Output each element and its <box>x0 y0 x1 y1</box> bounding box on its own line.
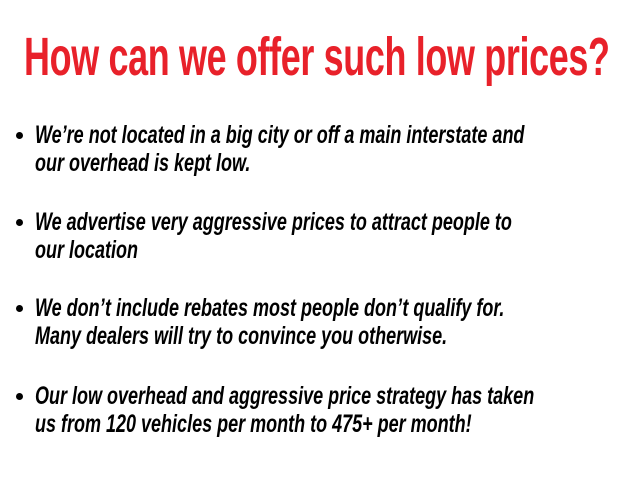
bullet-line: We don’t include rebates most people don… <box>35 294 505 322</box>
bullet-line: our location <box>35 236 139 264</box>
bullet-icon <box>16 305 23 312</box>
bullet-icon <box>16 219 23 226</box>
bullet-line: us from 120 vehicles per month to 475+ p… <box>35 410 472 438</box>
bullet-line: Our low overhead and aggressive price st… <box>35 382 535 410</box>
bullet-line: our overhead is kept low. <box>35 149 251 177</box>
bullet-icon <box>16 132 23 139</box>
page-title: How can we offer such low prices? <box>24 27 610 87</box>
bullet-icon <box>16 393 23 400</box>
bullet-line: We’re not located in a big city or off a… <box>35 121 525 149</box>
bullet-line: We advertise very aggressive prices to a… <box>35 208 512 236</box>
bullet-line: Many dealers will try to convince you ot… <box>35 322 448 350</box>
